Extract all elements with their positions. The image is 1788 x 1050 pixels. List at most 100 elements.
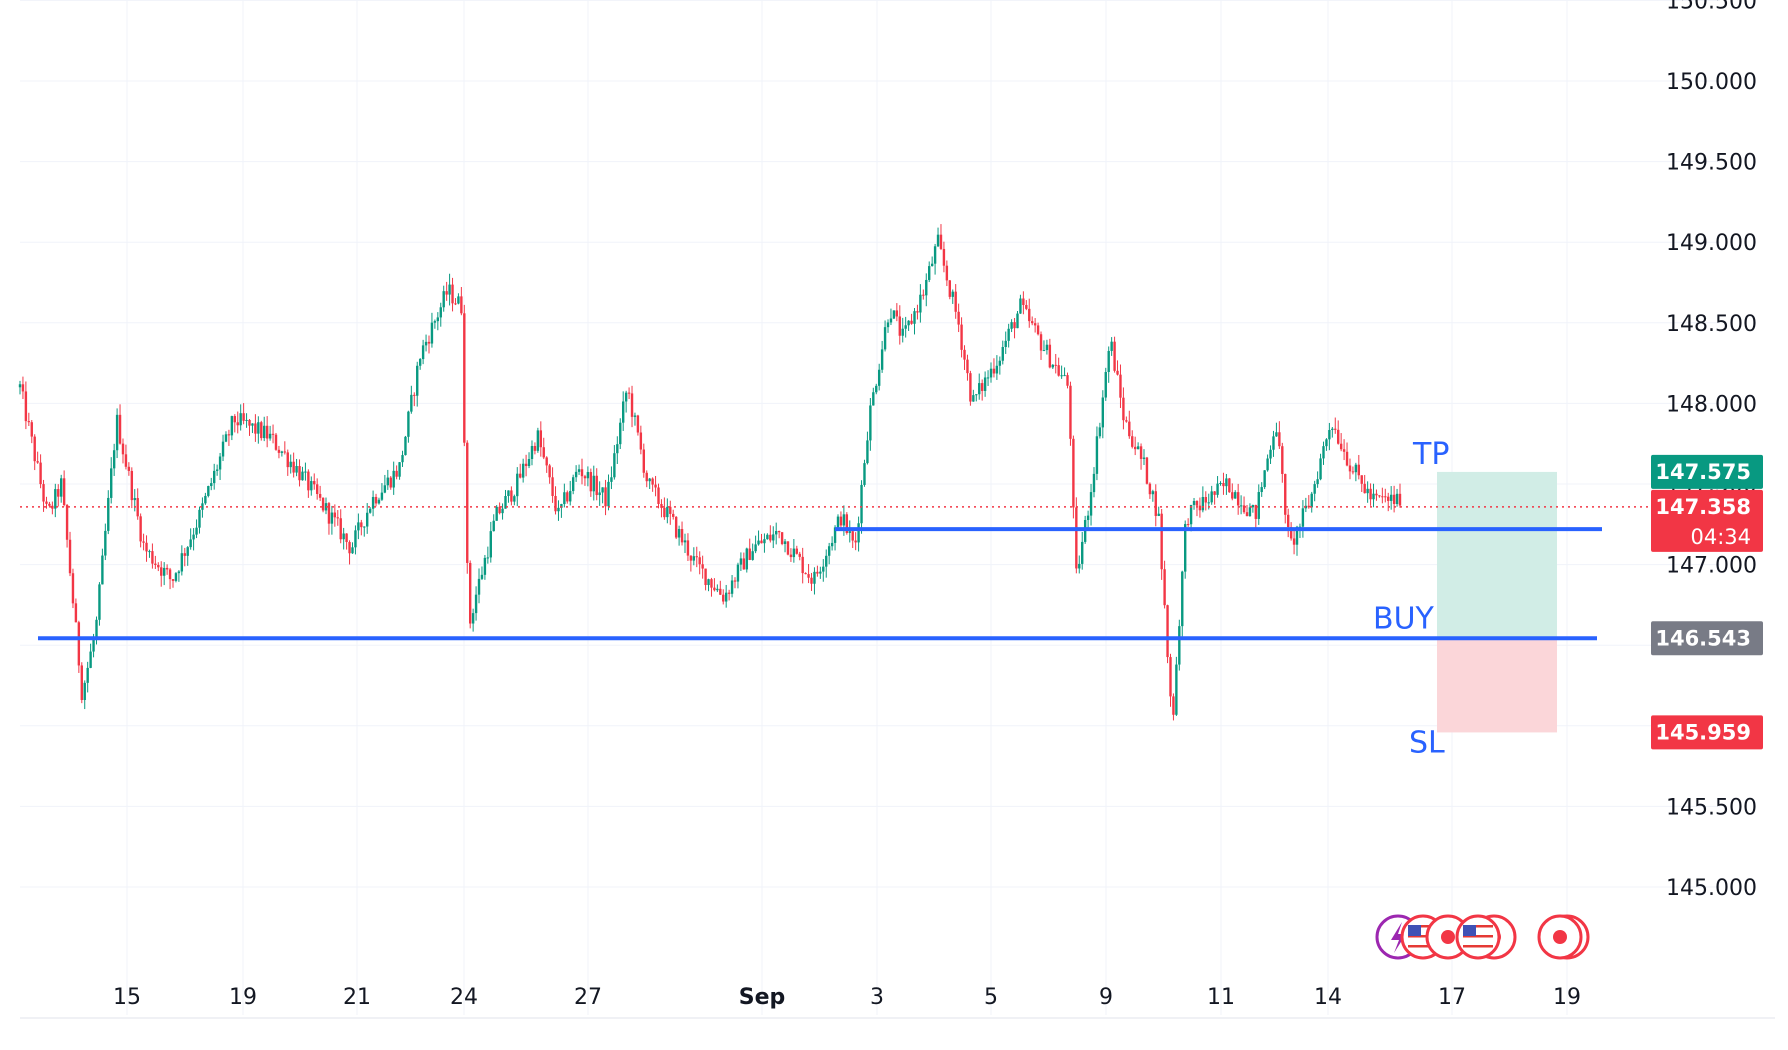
candle: [204, 492, 207, 505]
candle: [910, 313, 913, 325]
economic-events[interactable]: [1375, 914, 1590, 960]
candle: [795, 545, 799, 555]
candle: [30, 420, 33, 444]
candle: [1337, 420, 1340, 445]
candle: [722, 589, 725, 605]
candle: [639, 425, 643, 455]
candle: [1095, 426, 1099, 481]
loss-zone[interactable]: [1437, 638, 1557, 733]
candle: [380, 483, 384, 501]
sl-price-label: 145.959: [1651, 715, 1763, 750]
candle-series: [18, 224, 1402, 721]
candle: [1136, 442, 1140, 450]
candle: [1378, 495, 1381, 498]
candle: [1110, 337, 1113, 356]
candle: [124, 444, 128, 470]
candle: [1019, 294, 1022, 314]
candle: [801, 547, 804, 584]
candle: [627, 387, 631, 400]
buy-annotation[interactable]: BUY: [1373, 601, 1435, 636]
candle: [1360, 475, 1363, 493]
candle: [633, 412, 637, 426]
horizontal-lines[interactable]: [38, 527, 1602, 641]
profit-zone[interactable]: [1437, 471, 1557, 639]
candle: [748, 538, 751, 561]
candle: [516, 467, 519, 507]
candle: [839, 511, 843, 529]
candle: [948, 279, 952, 300]
candle: [1166, 604, 1169, 664]
price-axis[interactable]: 150.500 150.000 149.500 149.000 148.500 148.0…: [1666, 0, 1757, 901]
candle: [445, 281, 448, 301]
candle: [569, 480, 572, 506]
candle: [1222, 472, 1225, 495]
candle: [301, 466, 304, 481]
candle: [1125, 416, 1128, 423]
candle: [636, 414, 640, 436]
candle: [24, 381, 28, 430]
candle: [498, 502, 501, 515]
candle: [416, 361, 419, 407]
candle: [289, 454, 292, 474]
candle: [1145, 456, 1149, 485]
candle: [1133, 436, 1137, 456]
candle: [392, 461, 395, 495]
candle: [1089, 483, 1093, 526]
candle: [62, 470, 66, 507]
candle: [613, 445, 616, 480]
candle: [371, 490, 375, 517]
candle: [1251, 504, 1255, 513]
candle: [866, 431, 869, 465]
time-axis[interactable]: 15 19 21 24 27 Sep 3 5 9 11 14 17 19: [113, 985, 1581, 1010]
candle: [395, 465, 398, 480]
candle: [242, 403, 245, 425]
candle: [466, 440, 469, 574]
candle: [1210, 485, 1213, 505]
candle: [1004, 331, 1007, 354]
candle: [1363, 474, 1366, 494]
candle: [330, 505, 334, 535]
candle: [630, 385, 634, 428]
candle: [1169, 653, 1172, 707]
candle: [1007, 323, 1010, 348]
candle: [610, 466, 613, 490]
candle: [1013, 317, 1016, 339]
candle: [477, 568, 481, 604]
candle: [21, 376, 25, 400]
tp-annotation[interactable]: TP: [1412, 437, 1449, 472]
candle: [1142, 449, 1146, 466]
candle: [254, 414, 257, 442]
candle: [510, 486, 513, 506]
x-tick-label: 19: [229, 985, 257, 1010]
candle: [257, 416, 260, 444]
tp-price-text: 147.575: [1655, 460, 1751, 484]
candle: [777, 530, 781, 539]
candle: [1225, 473, 1228, 495]
candle: [339, 509, 342, 544]
x-tick-label: 15: [113, 985, 141, 1010]
candle: [1351, 466, 1355, 475]
candle: [162, 562, 166, 586]
us-flag-icon[interactable]: [1455, 914, 1501, 960]
candle: [65, 503, 69, 548]
candle: [1039, 331, 1043, 360]
red-dot-icon[interactable]: [1537, 914, 1590, 960]
candle: [672, 509, 675, 520]
x-tick-label: 17: [1438, 985, 1466, 1010]
candle: [1242, 496, 1246, 514]
candle: [430, 312, 434, 348]
entry-price-label: 146.543: [1651, 621, 1763, 656]
candle: [1119, 364, 1122, 409]
candle: [448, 273, 451, 306]
candle: [1151, 489, 1155, 502]
candle: [180, 545, 184, 576]
candle: [851, 528, 854, 548]
candle: [919, 284, 922, 323]
sl-annotation[interactable]: SL: [1409, 725, 1445, 760]
candle: [986, 370, 990, 386]
candle: [904, 316, 907, 338]
candle: [45, 496, 48, 509]
candle: [1107, 346, 1110, 383]
candle: [471, 608, 475, 632]
